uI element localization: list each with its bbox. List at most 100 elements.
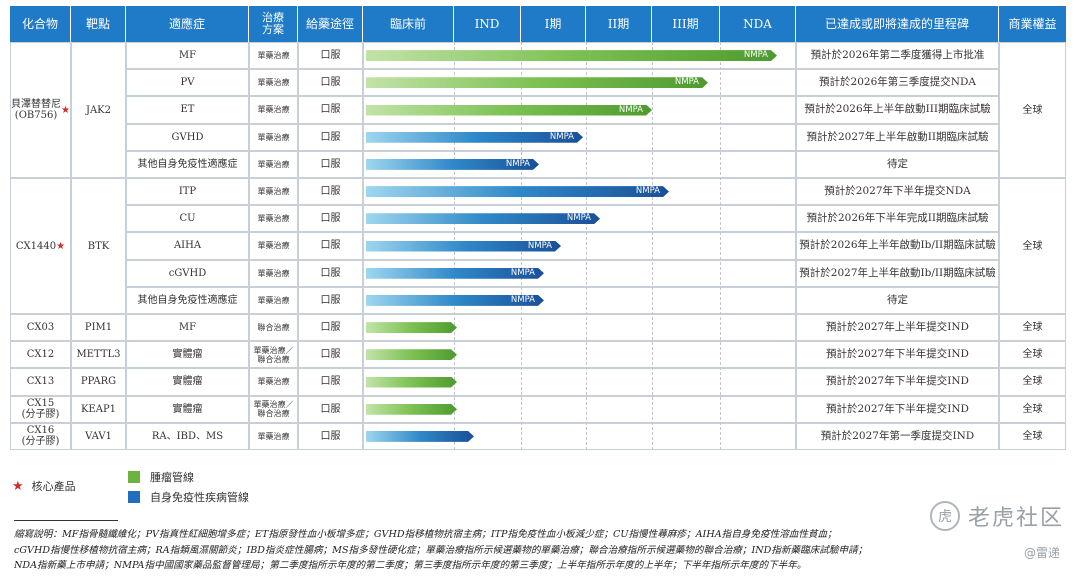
progress-bar: [366, 431, 474, 442]
compound-cell: 貝澤替替尼 (OB756) ★: [10, 42, 71, 178]
indication-cell: cGVHD: [126, 259, 249, 287]
compound-name: CX16 (分子膠): [21, 425, 60, 448]
tiger-logo-icon: 虎: [929, 501, 960, 531]
route-cell: 口服: [298, 178, 363, 206]
treatment-cell: 單藥治療: [249, 232, 298, 260]
target-cell: KEAP1: [71, 395, 126, 423]
core-product-star-icon: ★: [61, 104, 70, 116]
route-cell: 口服: [298, 42, 363, 70]
target-cell: PPARG: [71, 368, 126, 396]
route-cell: 口服: [298, 314, 363, 342]
target-cell: PIM1: [71, 314, 126, 342]
treatment-cell: 單藥治療／ 聯合治療: [249, 395, 298, 423]
approval-agency-tag: NMPA: [566, 213, 591, 224]
compound-cell: CX1440 ★: [10, 178, 71, 314]
treatment-cell: 單藥治療: [249, 150, 298, 178]
treatment-cell: 聯合治療: [249, 314, 298, 342]
route-cell: 口服: [298, 232, 363, 260]
compound-name: CX12: [26, 349, 55, 361]
indication-cell: 實體瘤: [126, 395, 249, 423]
progress-bar: [366, 404, 457, 415]
indication-cell: AIHA: [126, 232, 249, 260]
progress-bar: [366, 322, 457, 333]
indication-cell: ITP: [126, 178, 249, 206]
progress-bar: [366, 377, 457, 388]
footnote: 縮寫說明：MF指骨髓纖維化；PV指真性紅細胞增多症；ET指原發性血小板增多症；G…: [14, 527, 1074, 574]
legend-core-product: ★ 核心產品: [12, 478, 76, 494]
compound-name: CX13: [26, 376, 55, 388]
rights-cell: 全球: [999, 422, 1066, 450]
rights-cell: 全球: [999, 178, 1066, 314]
milestone-cell: 預計於2027年下半年提交NDA: [796, 178, 999, 206]
header-target: 靶點: [71, 6, 126, 42]
footnote-line: NDA指新藥上市申請；NMPA指中國國家藥品監督管理局；第二季度指所示年度的第二…: [14, 560, 807, 571]
header-milestone: 已達成或即將達成的里程碑: [796, 6, 999, 42]
indication-cell: 其他自身免疫性適應症: [126, 150, 249, 178]
header-route: 給藥途徑: [298, 6, 363, 42]
rights-cell: 全球: [999, 341, 1066, 369]
target-cell: VAV1: [71, 422, 126, 450]
target-cell: METTL3: [71, 341, 126, 369]
treatment-cell: 單藥治療: [249, 422, 298, 450]
rights-cell: 全球: [999, 314, 1066, 342]
compound-cell: CX13: [10, 368, 71, 396]
target-cell: BTK: [71, 178, 126, 314]
indication-cell: CU: [126, 205, 249, 233]
indication-cell: 其他自身免疫性適應症: [126, 286, 249, 314]
treatment-cell: 單藥治療: [249, 96, 298, 124]
route-cell: 口服: [298, 205, 363, 233]
route-cell: 口服: [298, 150, 363, 178]
footnote-line: 縮寫說明：MF指骨髓纖維化；PV指真性紅細胞增多症；ET指原發性血小板增多症；G…: [14, 529, 837, 540]
core-product-star-icon: ★: [12, 478, 24, 494]
approval-agency-tag: NMPA: [510, 294, 535, 305]
legend-core-label: 核心產品: [31, 480, 76, 493]
stage-divider: [720, 42, 721, 450]
progress-bar: NMPA: [366, 159, 539, 170]
pipeline-table: 化合物 靶點 適應症 治療 方案 給藥途徑 臨床前 IND I期 II期 III…: [10, 6, 1066, 456]
watermark-handle: @雷递: [1023, 546, 1060, 560]
header-stage-nda: NDA: [720, 6, 796, 42]
route-cell: 口服: [298, 123, 363, 151]
route-cell: 口服: [298, 368, 363, 396]
milestone-cell: 待定: [796, 150, 999, 178]
route-cell: 口服: [298, 286, 363, 314]
route-cell: 口服: [298, 341, 363, 369]
rights-cell: 全球: [999, 368, 1066, 396]
legend-autoimmune-label: 自身免疫性疾病管線: [150, 491, 249, 504]
autoimmune-swatch-icon: [128, 491, 140, 503]
progress-bar: NMPA: [366, 186, 669, 197]
indication-cell: RA、IBD、MS: [126, 422, 249, 450]
milestone-cell: 預計於2026年第二季度獲得上市批准: [796, 42, 999, 70]
header-stage-phase2: II期: [586, 6, 652, 42]
progress-bar: NMPA: [366, 241, 561, 252]
footnote-line: cGVHD指慢性移植物抗宿主病；RA指類風濕關節炎；IBD指炎症性腸病；MS指多…: [14, 544, 868, 556]
compound-name: CX03: [26, 322, 55, 334]
progress-bar: NMPA: [366, 295, 544, 306]
approval-agency-tag: NMPA: [527, 240, 552, 251]
compound-name: CX15 (分子膠): [21, 398, 60, 421]
milestone-cell: 預計於2027年下半年提交IND: [796, 395, 999, 423]
treatment-cell: 單藥治療: [249, 205, 298, 233]
milestone-cell: 預計於2026年上半年啟動Ib/II期臨床試驗: [796, 232, 999, 260]
legend-oncology-label: 腫瘤管線: [150, 471, 194, 484]
compound-name: CX1440: [15, 240, 57, 252]
approval-agency-tag: NMPA: [618, 104, 643, 115]
compound-cell: CX16 (分子膠): [10, 422, 71, 450]
rights-cell: 全球: [999, 395, 1066, 423]
watermark-brand: 老虎社区: [967, 506, 1064, 531]
milestone-cell: 待定: [796, 286, 999, 314]
legend-autoimmune: 自身免疫性疾病管線: [128, 489, 249, 505]
progress-bar: [366, 349, 457, 360]
stage-track: [363, 259, 796, 287]
approval-agency-tag: NMPA: [505, 158, 530, 169]
header-treatment: 治療 方案: [249, 6, 298, 42]
stage-divider: [586, 42, 587, 450]
header-stage-phase1: I期: [521, 6, 586, 42]
core-product-star-icon: ★: [56, 240, 66, 252]
header-stage-phase3: III期: [652, 6, 720, 42]
indication-cell: MF: [126, 42, 249, 70]
compound-cell: CX15 (分子膠): [10, 395, 71, 423]
treatment-cell: 單藥治療: [249, 178, 298, 206]
treatment-cell: 單藥治療: [249, 42, 298, 70]
milestone-cell: 預計於2027年第一季度提交IND: [796, 422, 999, 450]
